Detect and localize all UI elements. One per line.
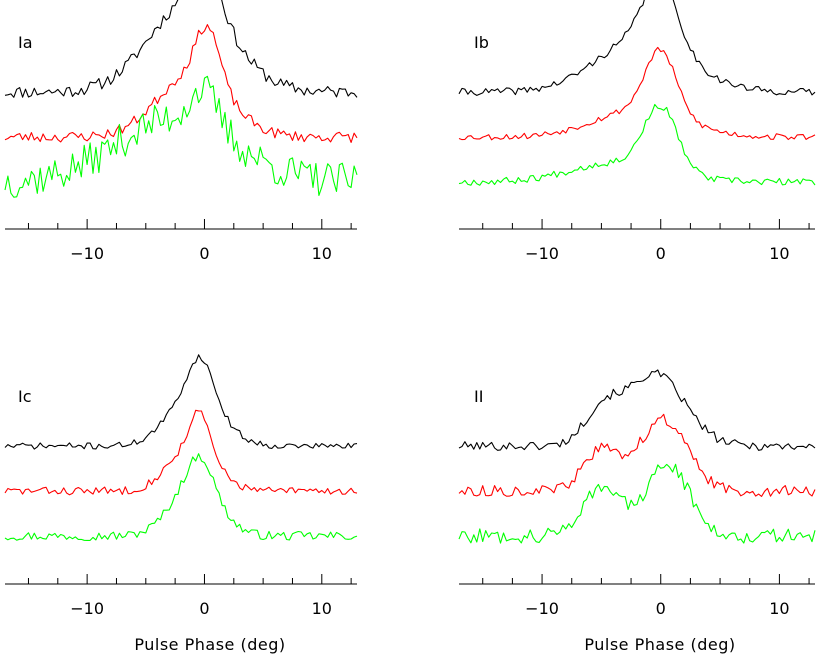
series-2-line: [4, 24, 358, 143]
panel-label: Ia: [18, 33, 33, 52]
series-3-line: [4, 75, 358, 198]
x-tick-label: −10: [525, 244, 559, 263]
x-tick-label: 0: [656, 599, 666, 618]
series-3-line: [458, 103, 816, 186]
panel-4: II −10 0 10: [458, 369, 816, 618]
x-tick-label: 10: [769, 599, 789, 618]
panel-1: Ia −10 0 10: [4, 0, 358, 263]
panel-2: Ib −10 0 10: [458, 0, 816, 263]
series-1-line: [458, 0, 816, 96]
series-1-line: [458, 369, 816, 451]
x-tick-label: 0: [199, 599, 209, 618]
series-2-line: [458, 46, 816, 141]
x-tick-label: −10: [70, 599, 104, 618]
series-1-line: [4, 354, 358, 450]
panel-label: Ic: [18, 387, 32, 406]
x-tick-label: 0: [656, 244, 666, 263]
series-3-line: [458, 463, 816, 544]
panel-3: Ic −10 0 10: [4, 354, 358, 618]
series-2-line: [4, 409, 358, 496]
panel-label: II: [474, 387, 483, 406]
panel-label: Ib: [474, 33, 489, 52]
x-tick-label: 0: [199, 244, 209, 263]
x-tick-label: −10: [525, 599, 559, 618]
x-tick-label: 10: [312, 244, 332, 263]
x-tick-label: −10: [70, 244, 104, 263]
x-tick-label: 10: [769, 244, 789, 263]
x-tick-label: 10: [312, 599, 332, 618]
x-axis-title-left: Pulse Phase (deg): [134, 635, 285, 654]
x-axis-title-right: Pulse Phase (deg): [584, 635, 735, 654]
series-1-line: [4, 0, 358, 98]
series-2-line: [458, 413, 816, 497]
series-3-line: [4, 453, 358, 541]
